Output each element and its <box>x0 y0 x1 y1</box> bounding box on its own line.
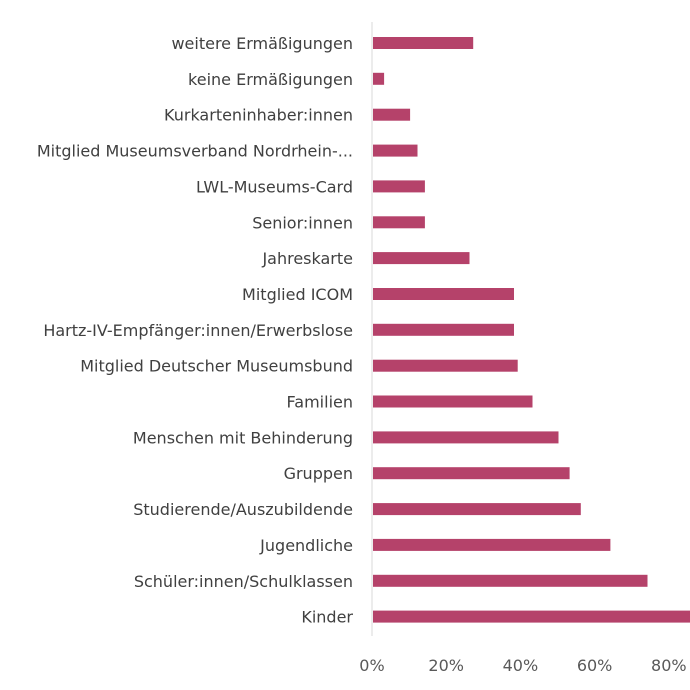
bar <box>373 144 418 157</box>
x-tick-label: 80% <box>651 656 687 675</box>
category-label: Mitglied Deutscher Museumsbund <box>80 357 353 376</box>
bar <box>373 108 411 121</box>
category-labels: weitere Ermäßigungen keine Ermäßigungen Ku… <box>37 34 354 627</box>
bar <box>373 288 514 300</box>
bar <box>373 252 470 265</box>
category-label: Kurkarteninhaber:innen <box>164 106 353 125</box>
category-label: Hartz-IV-Empfänger:innen/Erwerbslose <box>43 321 353 340</box>
bar <box>373 431 559 444</box>
category-label: keine Ermäßigungen <box>188 70 353 89</box>
bar <box>373 37 474 49</box>
x-tick-label: 20% <box>428 656 464 675</box>
bar <box>373 216 425 229</box>
category-label: Kinder <box>301 608 353 627</box>
category-label: Gruppen <box>284 464 353 483</box>
x-tick-label: 40% <box>503 656 539 675</box>
bar <box>373 467 570 480</box>
bar <box>373 72 385 85</box>
bar <box>373 180 425 193</box>
bar <box>373 574 648 587</box>
category-label: weitere Ermäßigungen <box>171 34 353 53</box>
category-label: Mitglied Museumsverband Nordrhein-... <box>37 142 353 161</box>
x-tick-label: 60% <box>577 656 613 675</box>
x-tick-label: 0% <box>359 656 384 675</box>
category-label: LWL-Museums-Card <box>196 177 353 196</box>
category-label: Jugendliche <box>259 536 353 555</box>
category-label: Menschen mit Behinderung <box>133 428 353 447</box>
bar <box>373 538 611 551</box>
bar <box>373 395 533 408</box>
category-label: Senior:innen <box>252 213 353 232</box>
category-label: Familien <box>287 393 353 412</box>
category-label: Jahreskarte <box>261 249 353 268</box>
bar <box>373 323 514 336</box>
bar <box>373 610 690 623</box>
bar <box>373 503 581 516</box>
category-label: Schüler:innen/Schulklassen <box>134 572 353 591</box>
category-label: Mitglied ICOM <box>242 285 353 304</box>
category-label: Studierende/Auszubildende <box>133 500 353 519</box>
bars <box>373 37 690 623</box>
tick-labels: 0% 20% 40% 60% 80% <box>359 656 686 675</box>
bar <box>373 359 518 372</box>
